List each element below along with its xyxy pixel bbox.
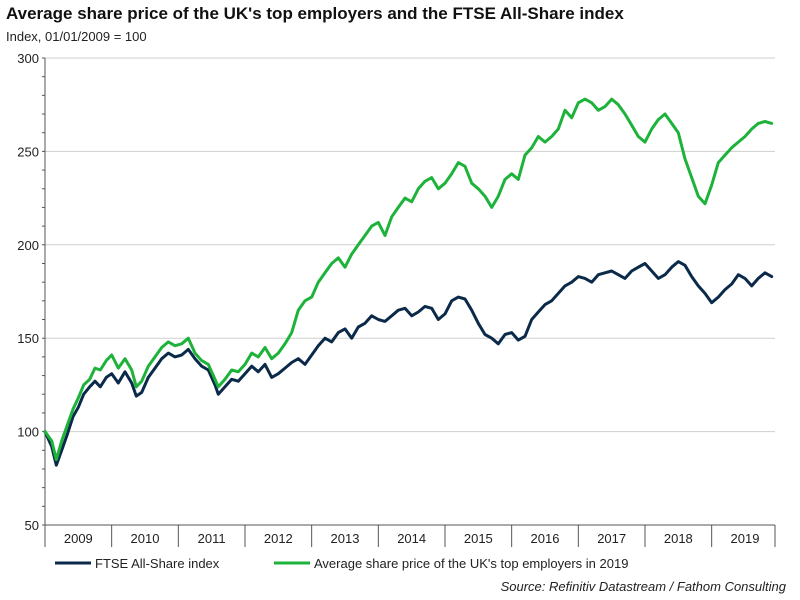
y-tick-label: 150 [17,331,39,346]
x-tick-label: 2009 [64,531,93,546]
chart-title: Average share price of the UK's top empl… [6,4,624,23]
x-tick-label: 2014 [397,531,426,546]
chart-subtitle: Index, 01/01/2009 = 100 [6,29,147,44]
x-tick-label: 2011 [198,531,226,546]
series-lines [43,97,774,467]
gridlines [45,57,775,433]
x-tick-label: 2010 [131,531,160,546]
legend: FTSE All-Share index Average share price … [55,556,628,571]
series-line-top-employers [43,97,774,462]
y-tick-label: 50 [25,518,39,533]
series-line-ftse [43,260,774,467]
y-tick-label: 100 [17,425,39,440]
x-axis: 2009 2010 2011 2012 2013 2014 2015 2016 2017 2018… [44,524,776,547]
x-tick-label: 2012 [264,531,293,546]
x-tick-label: 2015 [464,531,493,546]
x-tick-label: 2019 [731,531,760,546]
legend-label-ftse: FTSE All-Share index [95,556,220,571]
x-tick-label: 2016 [531,531,560,546]
y-tick-label: 300 [17,51,39,66]
x-tick-label: 2017 [597,531,626,546]
x-tick-label: 2018 [664,531,693,546]
source-note: Source: Refinitiv Datastream / Fathom Co… [500,579,786,594]
x-tick-label: 2013 [331,531,360,546]
y-tick-label: 200 [17,238,39,253]
y-axis: 50 100 150 200 250 300 [17,51,46,533]
y-tick-label: 250 [17,144,39,159]
legend-label-top-employers: Average share price of the UK's top empl… [314,556,628,571]
